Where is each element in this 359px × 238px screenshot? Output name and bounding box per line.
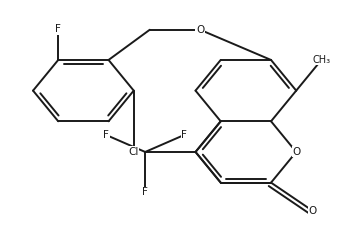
- Text: O: O: [292, 147, 300, 157]
- Text: F: F: [142, 187, 148, 197]
- Text: Cl: Cl: [129, 147, 139, 157]
- Text: CH₃: CH₃: [312, 55, 330, 65]
- Text: O: O: [308, 206, 316, 216]
- Text: F: F: [103, 130, 109, 140]
- Text: F: F: [55, 24, 61, 34]
- Text: O: O: [196, 25, 204, 35]
- Text: F: F: [181, 130, 187, 140]
